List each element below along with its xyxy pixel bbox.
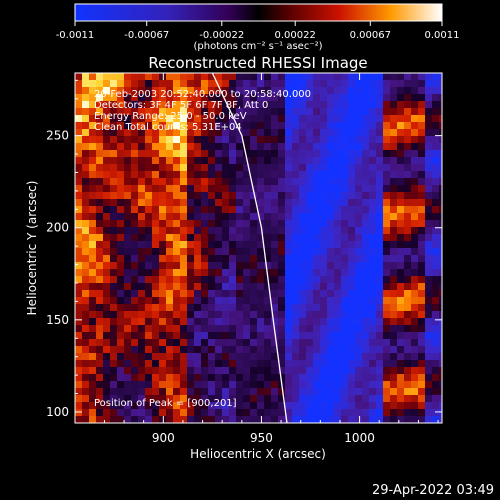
colorbar: [74, 3, 443, 22]
info-line-time: 20-Feb-2003 20:52:40.000 to 20:58:40.000: [94, 89, 311, 100]
y-tick-label: 100: [46, 405, 69, 419]
y-axis: 100 150 200 250: [46, 79, 442, 419]
x-tick-label: 950: [250, 431, 273, 445]
colorbar-tick-label: -0.00022: [199, 30, 244, 41]
y-tick-label: 250: [46, 129, 69, 143]
colorbar-tick-label: 0.00067: [350, 30, 391, 41]
y-axis-label: Heliocentric Y (arcsec): [25, 181, 39, 316]
colorbar-tick-label: -0.00067: [124, 30, 169, 41]
info-line-detectors: Detectors: 3F 4F 5F 6F 7F 8F, Att 0: [94, 100, 268, 111]
colorbar-tick-label: 0.00022: [275, 30, 316, 41]
x-tick-label: 1000: [344, 431, 375, 445]
info-line-counts: Clean Total counts: 5.31E+04: [94, 122, 242, 133]
info-block: 20-Feb-2003 20:52:40.000 to 20:58:40.000…: [94, 89, 311, 133]
plot-frame: [74, 72, 443, 424]
y-tick-label: 150: [46, 313, 69, 327]
x-tick-label: 900: [152, 431, 175, 445]
x-axis-label: Heliocentric X (arcsec): [190, 447, 326, 461]
y-tick-label: 200: [46, 221, 69, 235]
chart-title: Reconstructed RHESSI Image: [148, 54, 367, 72]
solar-limb-line: [211, 73, 288, 423]
peak-position-label: Position of Peak = [900,201]: [94, 398, 237, 409]
colorbar-units-label: (photons cm⁻² s⁻¹ asec⁻²): [193, 41, 322, 52]
colorbar-ticks: -0.0011 -0.00067 -0.00022 0.00022 0.00067 0.0…: [56, 21, 460, 41]
colorbar-tick-label: 0.0011: [425, 30, 460, 41]
x-axis: 900 950 1000: [103, 73, 439, 445]
colorbar-tick-label: -0.0011: [56, 30, 95, 41]
footer-timestamp: 29-Apr-2022 03:49: [372, 483, 494, 498]
heatmap-image: [75, 73, 442, 423]
info-line-energy: Energy Range: 25.0 - 50.0 keV: [94, 111, 247, 122]
